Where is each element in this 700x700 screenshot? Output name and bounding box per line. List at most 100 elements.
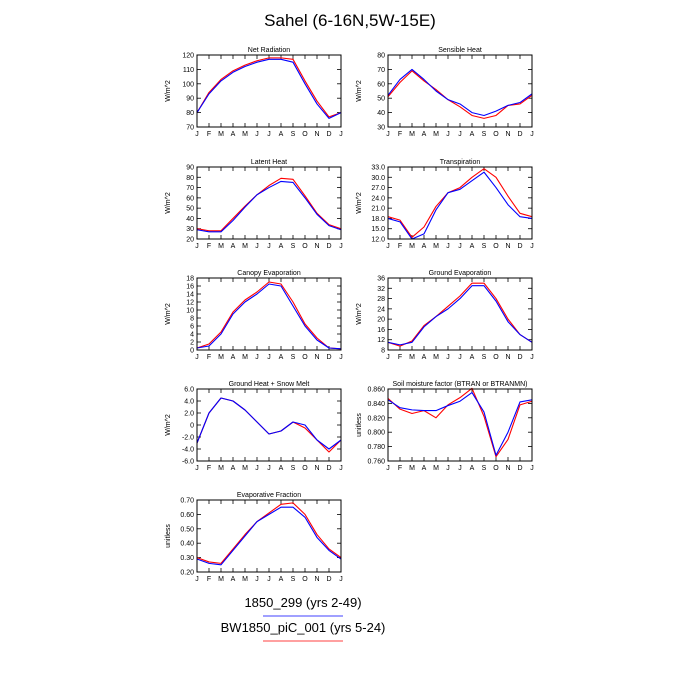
y-tick-label: 2.0 [184, 411, 194, 418]
x-tick-label: D [517, 354, 522, 361]
x-tick-label: O [302, 131, 308, 138]
x-tick-label: J [446, 354, 450, 361]
x-tick-label: N [314, 354, 319, 361]
x-tick-label: D [517, 131, 522, 138]
y-tick-label: 120 [182, 53, 194, 60]
y-tick-label: 50 [377, 96, 385, 103]
y-tick-label: 110 [183, 67, 194, 74]
x-tick-label: O [302, 354, 308, 361]
x-tick-label: O [302, 465, 308, 472]
panel-title: Net Radiation [248, 47, 291, 54]
x-tick-label: S [291, 576, 296, 583]
panel-8: Soil moisture factor (BTRAN or BTRANMN) 0… [356, 381, 534, 472]
y-tick-label: 0.860 [367, 387, 385, 394]
x-tick-label: J [255, 243, 259, 250]
x-tick-label: J [339, 131, 343, 138]
x-tick-label: N [505, 243, 510, 250]
x-tick-label: J [339, 243, 343, 250]
y-tick-label: 40 [377, 110, 385, 117]
x-tick-label: N [505, 354, 510, 361]
y-tick-label: 90 [186, 96, 194, 103]
y-tick-label: 0.40 [180, 541, 194, 548]
x-tick-label: J [339, 465, 343, 472]
x-tick-label: F [207, 131, 211, 138]
x-tick-label: J [195, 243, 199, 250]
y-tick-label: 0.780 [367, 444, 385, 451]
x-tick-label: J [267, 131, 271, 138]
panel-title: Soil moisture factor (BTRAN or BTRANMN) [393, 381, 528, 388]
y-tick-label: 18.0 [371, 216, 385, 223]
x-tick-label: J [386, 354, 390, 361]
x-tick-label: M [409, 465, 415, 472]
x-tick-label: M [409, 243, 415, 250]
x-tick-label: F [207, 465, 211, 472]
x-tick-label: A [470, 131, 475, 138]
y-axis-label: unitless [165, 524, 172, 548]
plot-frame [387, 388, 533, 462]
y-axis-label: W/m^2 [356, 303, 363, 325]
x-tick-label: D [326, 243, 331, 250]
y-axis-label: unitless [356, 413, 363, 437]
plot-frame [196, 388, 342, 462]
x-tick-label: N [314, 131, 319, 138]
legend-label: BW1850_piC_001 (yrs 5-24) [221, 620, 386, 635]
x-tick-label: M [242, 576, 248, 583]
y-tick-label: 70 [186, 185, 194, 192]
y-tick-label: -4.0 [182, 447, 194, 454]
y-tick-label: 4 [190, 332, 194, 339]
x-tick-label: A [231, 131, 236, 138]
x-tick-label: F [207, 576, 211, 583]
panel-title: Sensible Heat [438, 47, 482, 54]
y-tick-label: 12.0 [371, 237, 385, 244]
x-tick-label: A [422, 131, 427, 138]
panel-9: Evaporative Fraction 0.20 0.30 0.40 0.50 0.60… [165, 492, 343, 583]
x-tick-label: N [505, 131, 510, 138]
panel-4: Transpiration 12.0 15.0 18.0 21.0 24.0 27.0 30.… [356, 159, 534, 250]
x-tick-label: M [242, 354, 248, 361]
x-tick-label: M [218, 243, 224, 250]
y-tick-label: 15.0 [371, 226, 385, 233]
x-tick-label: M [242, 465, 248, 472]
panel-7: Ground Heat + Snow Melt -6.0 -4.0 -2.0 0 2.0 4… [165, 381, 343, 472]
x-tick-label: F [398, 354, 402, 361]
y-tick-label: 80 [186, 175, 194, 182]
y-tick-label: 80 [186, 110, 194, 117]
y-tick-label: 0.840 [367, 401, 385, 408]
x-tick-label: S [482, 465, 487, 472]
panel-title: Ground Evaporation [429, 270, 492, 277]
x-tick-label: M [218, 131, 224, 138]
x-tick-label: A [279, 243, 284, 250]
series-line [387, 392, 533, 456]
x-tick-label: J [267, 354, 271, 361]
x-tick-label: J [446, 465, 450, 472]
x-tick-label: J [339, 354, 343, 361]
y-tick-label: 0.20 [180, 570, 194, 577]
x-tick-label: J [386, 131, 390, 138]
y-tick-label: 70 [186, 125, 194, 132]
series-line [387, 387, 533, 458]
x-tick-label: A [279, 131, 284, 138]
series-line [196, 177, 342, 232]
x-tick-label: M [433, 465, 439, 472]
x-tick-label: M [433, 243, 439, 250]
y-tick-label: 0.820 [367, 415, 385, 422]
x-tick-label: J [195, 354, 199, 361]
series-line [387, 282, 533, 347]
x-tick-label: N [314, 576, 319, 583]
x-tick-label: M [218, 354, 224, 361]
x-tick-label: N [505, 465, 510, 472]
x-tick-label: A [231, 576, 236, 583]
x-tick-label: O [302, 243, 308, 250]
x-tick-label: J [255, 131, 259, 138]
panel-title: Latent Heat [251, 159, 287, 166]
x-tick-label: M [218, 465, 224, 472]
x-tick-label: S [291, 354, 296, 361]
x-tick-label: J [255, 354, 259, 361]
y-tick-label: 40 [186, 216, 194, 223]
y-axis-label: W/m^2 [356, 80, 363, 102]
y-axis-label: W/m^2 [165, 80, 172, 102]
plot-frame [196, 499, 342, 573]
